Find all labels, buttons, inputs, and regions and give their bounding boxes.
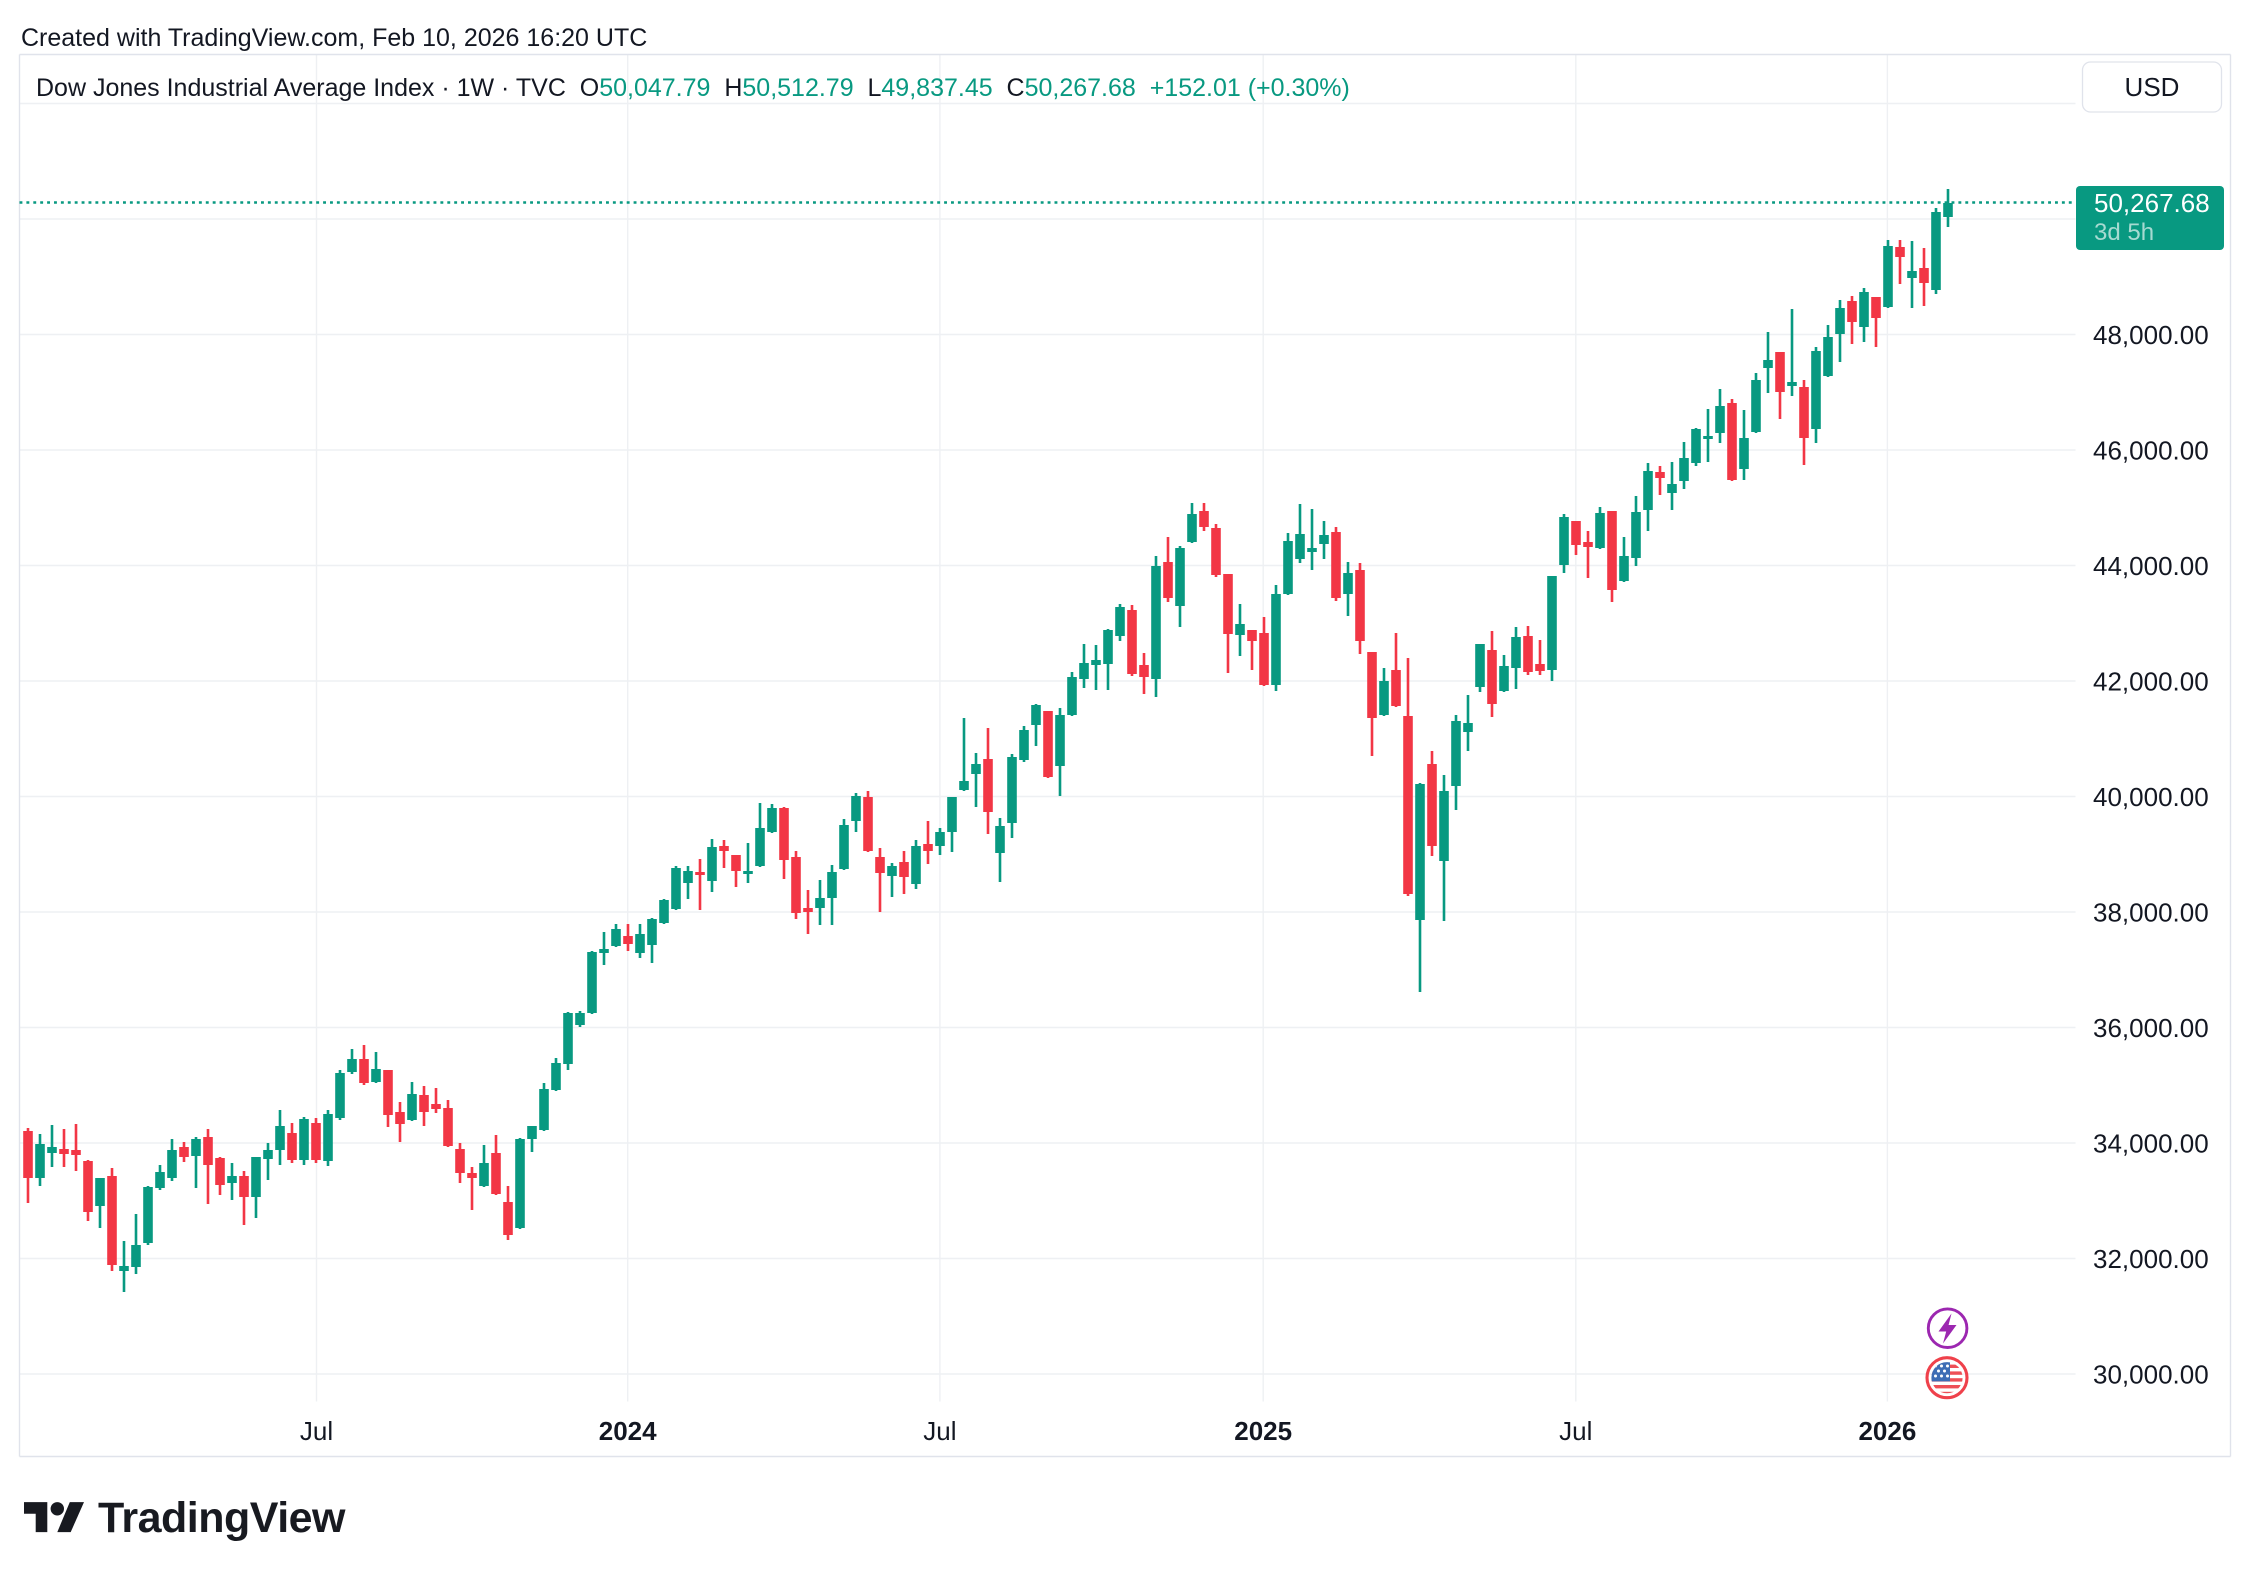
svg-text:2024: 2024 [599, 1416, 657, 1446]
svg-text:2025: 2025 [1234, 1416, 1292, 1446]
svg-text:36,000.00: 36,000.00 [2093, 1013, 2209, 1043]
svg-text:44,000.00: 44,000.00 [2093, 551, 2209, 581]
svg-text:3d 5h: 3d 5h [2094, 219, 2154, 246]
svg-text:Dow Jones Industrial Average I: Dow Jones Industrial Average Index · 1W … [36, 74, 1350, 102]
svg-text:Created with TradingView.com,: Created with TradingView.com, Feb 10, 20… [21, 24, 647, 52]
svg-text:40,000.00: 40,000.00 [2093, 782, 2209, 812]
svg-text:2026: 2026 [1858, 1416, 1916, 1446]
svg-text:32,000.00: 32,000.00 [2093, 1244, 2209, 1274]
svg-text:USD: USD [2125, 72, 2180, 102]
svg-text:Jul: Jul [300, 1416, 333, 1446]
svg-text:46,000.00: 46,000.00 [2093, 435, 2209, 465]
svg-text:48,000.00: 48,000.00 [2093, 320, 2209, 350]
svg-text:50,267.68: 50,267.68 [2094, 188, 2210, 218]
svg-text:38,000.00: 38,000.00 [2093, 897, 2209, 927]
svg-text:30,000.00: 30,000.00 [2093, 1359, 2209, 1389]
svg-text:34,000.00: 34,000.00 [2093, 1128, 2209, 1158]
svg-text:Jul: Jul [923, 1416, 956, 1446]
svg-text:Jul: Jul [1559, 1416, 1592, 1446]
svg-text:TradingView: TradingView [98, 1494, 346, 1542]
svg-text:42,000.00: 42,000.00 [2093, 666, 2209, 696]
